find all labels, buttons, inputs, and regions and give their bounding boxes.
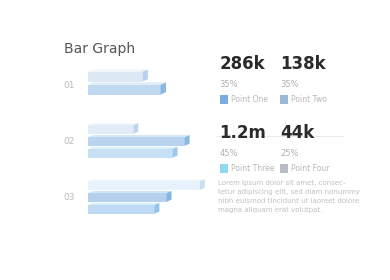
- Polygon shape: [88, 191, 172, 193]
- Polygon shape: [173, 147, 177, 158]
- Polygon shape: [88, 72, 142, 81]
- Polygon shape: [88, 69, 148, 72]
- Text: Point Two: Point Two: [291, 95, 327, 104]
- Text: 138k: 138k: [280, 55, 326, 73]
- FancyBboxPatch shape: [280, 95, 289, 104]
- Text: Lorem ipsum dolor sit amet, consec-
tetur adipiscing elit, sed diam nonummy
nibh: Lorem ipsum dolor sit amet, consec- tetu…: [218, 180, 360, 213]
- Polygon shape: [185, 135, 190, 146]
- Text: Point One: Point One: [231, 95, 268, 104]
- Polygon shape: [200, 179, 205, 190]
- Text: 25%: 25%: [280, 149, 298, 158]
- Text: Bar Graph: Bar Graph: [64, 42, 135, 56]
- Polygon shape: [142, 69, 148, 81]
- Text: Point Four: Point Four: [291, 164, 330, 173]
- Polygon shape: [154, 203, 160, 214]
- Polygon shape: [88, 135, 190, 137]
- Text: 03: 03: [64, 193, 75, 202]
- Polygon shape: [133, 123, 138, 134]
- Polygon shape: [88, 123, 138, 125]
- Polygon shape: [88, 125, 133, 134]
- Polygon shape: [88, 137, 185, 146]
- Polygon shape: [88, 203, 160, 205]
- FancyBboxPatch shape: [280, 164, 289, 173]
- Polygon shape: [167, 191, 172, 202]
- Text: 35%: 35%: [280, 80, 299, 89]
- Text: 02: 02: [64, 137, 75, 146]
- Text: 45%: 45%: [220, 149, 238, 158]
- Polygon shape: [88, 179, 205, 181]
- Text: 44k: 44k: [280, 124, 314, 142]
- Polygon shape: [88, 193, 167, 202]
- Polygon shape: [88, 83, 166, 85]
- Polygon shape: [161, 83, 166, 95]
- FancyBboxPatch shape: [220, 164, 228, 173]
- Polygon shape: [88, 205, 154, 214]
- Polygon shape: [88, 149, 173, 158]
- Polygon shape: [88, 147, 177, 149]
- Text: 1.2m: 1.2m: [220, 124, 266, 142]
- Text: Point Three: Point Three: [231, 164, 275, 173]
- Polygon shape: [88, 85, 161, 95]
- FancyBboxPatch shape: [220, 95, 228, 104]
- Text: 35%: 35%: [220, 80, 238, 89]
- Text: 286k: 286k: [220, 55, 265, 73]
- Polygon shape: [88, 181, 200, 190]
- Text: 01: 01: [64, 81, 75, 90]
